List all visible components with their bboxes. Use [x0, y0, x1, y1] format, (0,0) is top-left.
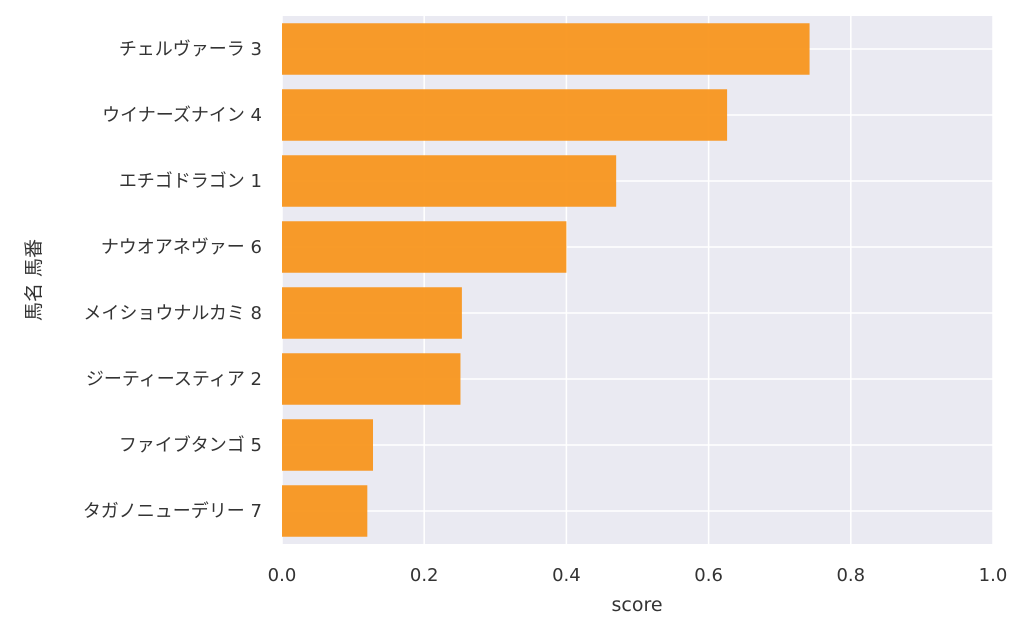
y-tick-label: チェルヴァーラ 3	[119, 39, 262, 60]
bar	[282, 353, 461, 405]
bar	[282, 287, 462, 339]
y-tick-label: メイショウナルカミ 8	[83, 303, 262, 324]
x-tick-labels: 0.0 0.2 0.4 0.6 0.8 1.0	[268, 565, 1008, 586]
y-tick-labels: チェルヴァーラ 3 ウイナーズナイン 4 エチゴドラゴン 1 ナウオアネヴァー 6 メイ…	[83, 39, 262, 522]
y-tick-label: ウイナーズナイン 4	[102, 105, 262, 126]
bar	[282, 155, 617, 207]
x-tick-label: 0.4	[552, 565, 581, 586]
x-tick-label: 0.0	[268, 565, 297, 586]
bar	[282, 23, 810, 75]
bar	[282, 221, 567, 273]
x-axis-title: score	[611, 594, 662, 616]
x-tick-label: 0.6	[694, 565, 723, 586]
x-tick-label: 0.8	[836, 565, 865, 586]
bar	[282, 89, 728, 141]
x-tick-label: 1.0	[979, 565, 1008, 586]
bar	[282, 419, 374, 471]
bar	[282, 485, 368, 537]
x-tick-label: 0.2	[410, 565, 439, 586]
y-tick-label: タガノニューデリー 7	[83, 501, 262, 522]
y-tick-label: ナウオアネヴァー 6	[101, 237, 262, 258]
y-tick-label: エチゴドラゴン 1	[119, 171, 262, 192]
y-axis-title: 馬名 馬番	[23, 239, 45, 321]
y-tick-label: ファイブタンゴ 5	[119, 434, 262, 456]
y-tick-label: ジーティースティア 2	[86, 369, 262, 390]
bars	[282, 23, 810, 537]
